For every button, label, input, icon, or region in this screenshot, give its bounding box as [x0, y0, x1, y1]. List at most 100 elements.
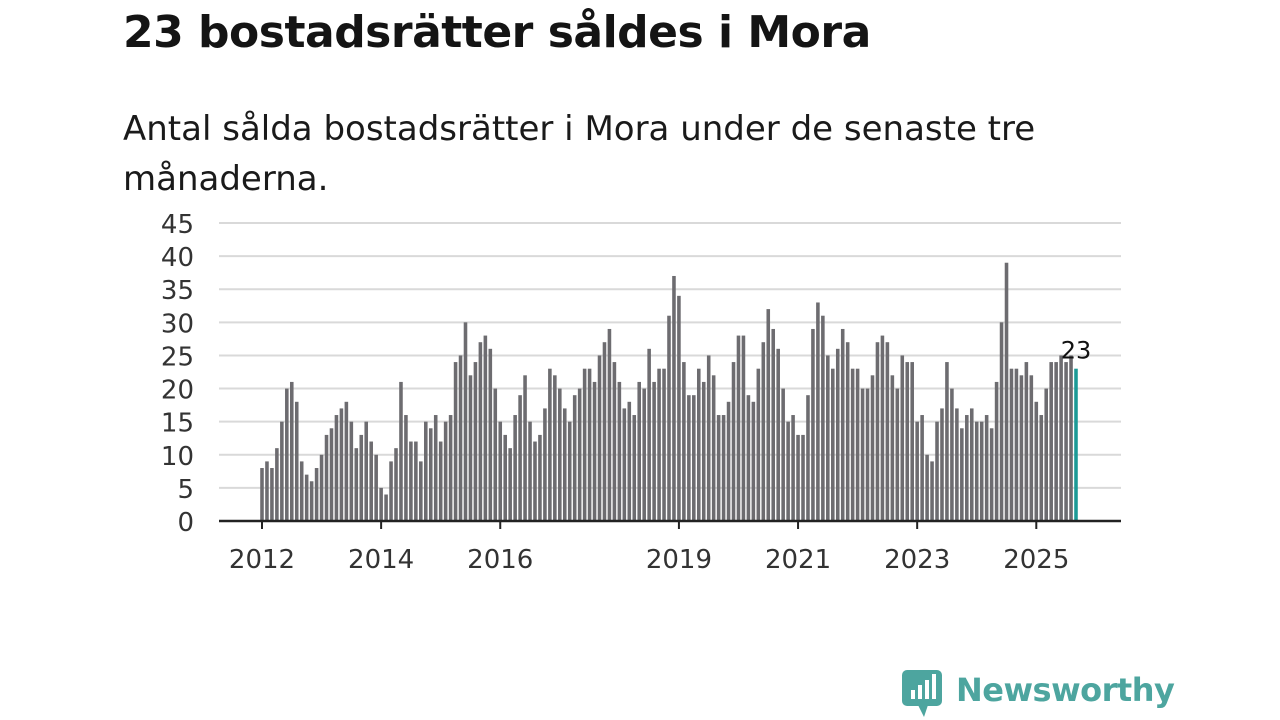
bar	[394, 448, 398, 521]
bar	[801, 434, 805, 521]
bar	[285, 388, 289, 521]
bar	[558, 388, 562, 521]
bars	[260, 262, 1078, 521]
bar	[751, 401, 756, 521]
x-tick-label: 2021	[765, 545, 831, 575]
y-tick-label: 10	[161, 442, 194, 472]
bar	[523, 375, 527, 521]
bar	[701, 381, 706, 521]
bar	[314, 468, 319, 521]
y-tick-label: 0	[177, 508, 194, 538]
bar	[275, 448, 279, 521]
bar	[855, 368, 860, 521]
bar	[652, 381, 656, 521]
newsworthy-logo-text: Newsworthy	[956, 671, 1175, 709]
chart-title: 23 bostadsrätter såldes i Mora	[123, 7, 871, 58]
y-tick-label: 40	[161, 243, 194, 273]
bar	[840, 328, 845, 521]
bar	[369, 441, 373, 521]
x-tick-label: 2016	[467, 545, 533, 575]
bar	[587, 368, 592, 521]
bar	[677, 295, 681, 521]
bar	[270, 468, 274, 521]
bar	[687, 395, 691, 521]
bar	[989, 428, 994, 521]
bar	[627, 401, 632, 521]
bar	[309, 481, 314, 521]
bar	[1004, 262, 1009, 521]
bar	[905, 362, 910, 521]
bar	[935, 421, 939, 521]
bar	[766, 309, 771, 521]
bar	[602, 342, 607, 521]
bar	[543, 408, 547, 521]
bar	[617, 381, 622, 521]
bar	[1054, 362, 1058, 521]
bar	[582, 368, 587, 521]
y-tick-label: 15	[161, 409, 194, 439]
bar	[508, 448, 512, 521]
bar	[488, 348, 493, 521]
bar	[994, 381, 999, 521]
y-tick-label: 30	[161, 309, 194, 339]
bar	[821, 315, 825, 521]
bar	[925, 454, 929, 521]
bar	[761, 342, 766, 521]
bar	[875, 342, 880, 521]
bar	[776, 348, 780, 521]
bar	[835, 348, 840, 521]
bar	[419, 461, 423, 521]
bar	[1039, 415, 1044, 521]
y-tick-label: 25	[161, 342, 194, 372]
bar	[940, 408, 944, 521]
bar	[731, 362, 736, 521]
bar	[900, 355, 905, 521]
bar	[359, 434, 364, 521]
bar	[791, 415, 795, 521]
y-tick-label: 35	[161, 276, 194, 306]
bar	[622, 408, 627, 521]
bar	[498, 421, 503, 521]
bar	[438, 441, 443, 521]
bar	[562, 408, 567, 521]
bar	[950, 388, 954, 521]
bar	[448, 415, 453, 521]
bar	[473, 362, 478, 521]
bar	[463, 322, 468, 521]
bar	[741, 335, 746, 521]
bar	[577, 388, 582, 521]
bar	[1024, 362, 1029, 521]
bar	[597, 355, 602, 521]
bar	[974, 421, 979, 521]
bar	[637, 381, 641, 521]
x-tick-label: 2014	[348, 545, 414, 575]
bar	[667, 315, 671, 521]
bar	[826, 355, 830, 521]
bar	[662, 368, 666, 521]
y-tick-label: 5	[177, 475, 194, 505]
bar	[294, 401, 299, 521]
bar	[1034, 401, 1039, 521]
data-labels: 23	[1061, 337, 1092, 365]
bar	[319, 454, 324, 521]
bar	[349, 421, 354, 521]
bar	[533, 441, 537, 521]
bar	[890, 375, 895, 521]
bar	[399, 381, 403, 521]
bar	[746, 395, 751, 521]
bar	[945, 362, 949, 521]
bar	[443, 421, 448, 521]
bar	[845, 342, 850, 521]
chart-subtitle: Antal sålda bostadsrätter i Mora under d…	[123, 109, 1036, 199]
bar	[518, 395, 522, 521]
bar	[304, 474, 309, 521]
bar	[696, 368, 701, 521]
bar	[453, 362, 458, 521]
bar	[354, 448, 359, 521]
bar	[1009, 368, 1014, 521]
bar	[642, 388, 646, 521]
bar	[965, 415, 969, 521]
bar	[260, 468, 264, 521]
